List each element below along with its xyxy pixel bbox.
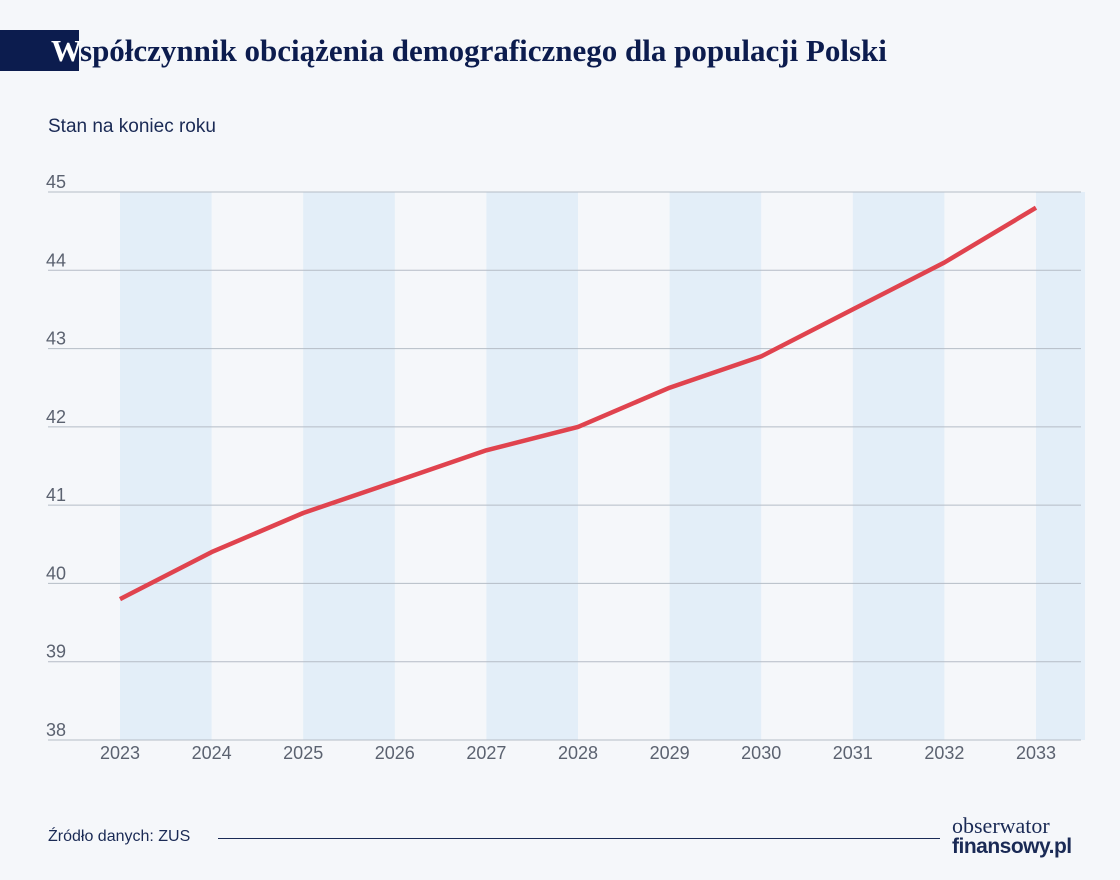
x-tick-label: 2025: [283, 743, 323, 763]
footer-divider: [218, 838, 940, 839]
y-tick-label: 39: [46, 642, 66, 662]
title-accent-block: [0, 30, 79, 71]
title-bar: W spółczynnik obciążenia demograficznego…: [0, 30, 1120, 71]
x-tick-label: 2027: [466, 743, 506, 763]
x-tick-label: 2031: [833, 743, 873, 763]
publisher-logo: obserwator finansowy.pl: [952, 813, 1092, 858]
x-tick-label: 2032: [924, 743, 964, 763]
x-tick-label: 2028: [558, 743, 598, 763]
y-tick-label: 41: [46, 485, 66, 505]
y-tick-label: 40: [46, 563, 66, 583]
line-chart: 38 39 40 41 42 43 44 45 2023 2024 2025 2026 2027 2028…: [46, 172, 1085, 763]
chart-band: [1036, 192, 1085, 740]
y-tick-label: 44: [46, 250, 66, 270]
chart-subtitle: Stan na koniec roku: [48, 116, 216, 137]
chart-band: [852, 192, 945, 740]
chart-band: [303, 192, 395, 740]
chart-band: [669, 192, 762, 740]
x-tick-label: 2029: [650, 743, 690, 763]
title-first-letter: W: [51, 33, 82, 68]
chart-band: [120, 192, 212, 740]
logo-line-2: finansowy.pl: [952, 835, 1072, 858]
page-title: spółczynnik obciążenia demograficznego d…: [80, 33, 887, 68]
x-tick-label: 2023: [100, 743, 140, 763]
logo-line-1: obserwator: [952, 813, 1050, 838]
y-tick-label: 42: [46, 407, 66, 427]
x-tick-label: 2024: [192, 743, 232, 763]
source-note: Źródło danych: ZUS: [48, 828, 191, 845]
x-tick-label: 2026: [375, 743, 415, 763]
x-tick-label: 2033: [1016, 743, 1056, 763]
y-tick-label: 43: [46, 329, 66, 349]
chart-band: [486, 192, 578, 740]
x-tick-label: 2030: [741, 743, 781, 763]
y-tick-label: 38: [46, 720, 66, 740]
y-tick-label: 45: [46, 172, 66, 192]
